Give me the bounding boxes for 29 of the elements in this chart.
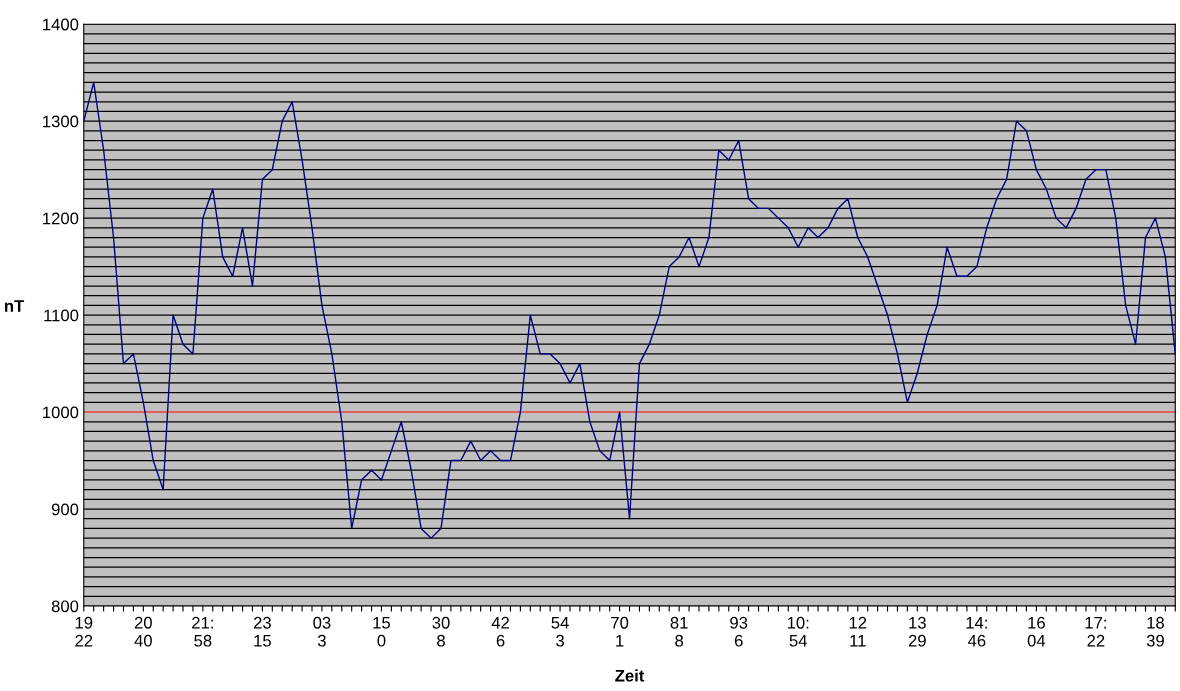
x-tick-label: 15 0 <box>373 617 391 647</box>
x-tick-label: 21: 58 <box>192 616 213 647</box>
x-axis-title: Zeit <box>615 669 645 682</box>
y-tick-label: 800 <box>51 600 79 613</box>
line-series <box>83 81 1176 539</box>
x-tick-label: 03 3 <box>313 616 331 647</box>
x-tick-label: 93 6 <box>730 616 748 647</box>
x-tick-label: 12 11 <box>849 616 867 647</box>
y-tick-label: 1000 <box>43 406 79 419</box>
x-tick-label: 81 8 <box>670 616 688 647</box>
x-tick-label: 16 04 <box>1027 616 1046 647</box>
y-axis-title: nT <box>4 300 25 312</box>
y-tick-label: 900 <box>51 503 79 516</box>
x-tick-label: 70 1 <box>611 616 629 647</box>
x-tick-label: 19 22 <box>75 616 93 647</box>
x-tick-label: 20 40 <box>134 616 152 647</box>
x-tick-label: 14: 46 <box>966 617 987 647</box>
x-tick-label: 42 6 <box>491 616 509 647</box>
y-tick-label: 1300 <box>43 115 79 128</box>
x-tick-label: 23 15 <box>253 616 271 647</box>
x-tick-label: 10: 54 <box>787 616 809 647</box>
y-tick-label: 1100 <box>44 309 79 322</box>
x-tick-label: 17: 22 <box>1085 617 1106 647</box>
y-tick-label: 1200 <box>43 212 79 225</box>
x-tick-label: 54 3 <box>551 617 569 647</box>
x-tick-label: 18 39 <box>1146 616 1164 647</box>
y-tick-label: 1400 <box>43 18 79 31</box>
x-tick-label: 30 8 <box>432 616 450 647</box>
x-tick-label: 13 29 <box>908 616 926 647</box>
